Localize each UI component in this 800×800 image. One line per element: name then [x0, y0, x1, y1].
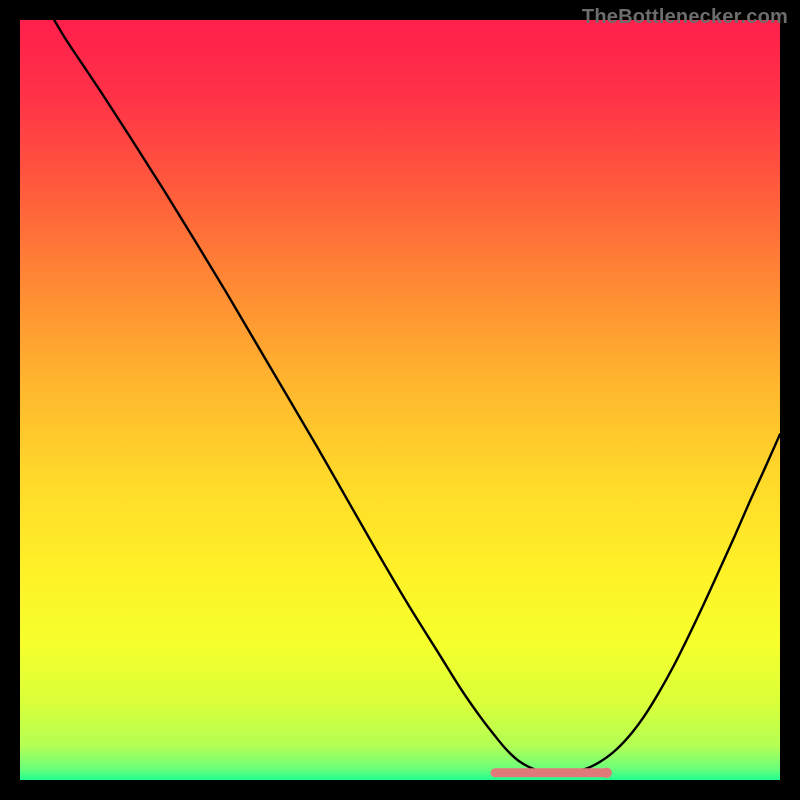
- watermark-text: TheBottlenecker.com: [582, 6, 788, 29]
- plot-gradient-background: [20, 20, 780, 780]
- bottleneck-chart: TheBottlenecker.com: [0, 0, 800, 800]
- optimal-range-end-marker: [602, 768, 612, 778]
- chart-svg: [0, 0, 800, 800]
